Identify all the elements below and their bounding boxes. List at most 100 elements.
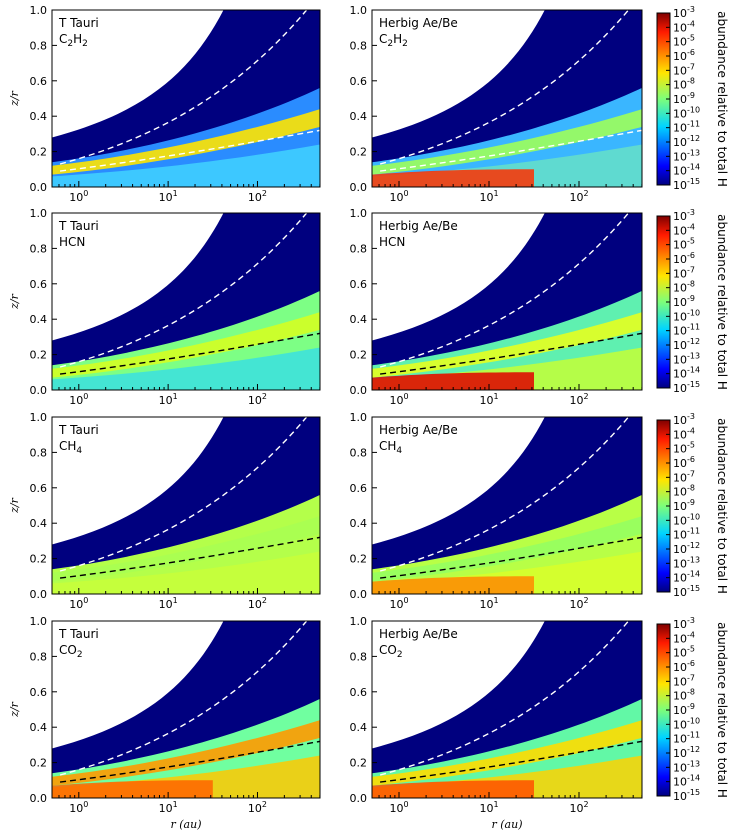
colorbar-tick-label: 10-6 bbox=[673, 48, 695, 63]
y-tick-label: 0.4 bbox=[30, 721, 48, 734]
colorbar-title: abundance relative to total H bbox=[715, 418, 729, 594]
colorbar-title: abundance relative to total H bbox=[715, 11, 729, 187]
y-tick-label: 0.6 bbox=[350, 686, 368, 699]
colorbar-tick-label: 10-3 bbox=[673, 616, 695, 631]
upper-contour bbox=[59, 213, 308, 368]
colorbar-tick-label: 10-4 bbox=[673, 222, 695, 237]
colorbar-tick-label: 10-7 bbox=[673, 673, 695, 688]
lower-contour bbox=[380, 129, 642, 172]
colorbar-tick-label: 10-14 bbox=[673, 774, 700, 789]
panel-row1-left: 0.0 0.2 0.4 0.6 0.8 1.0 100 101 102 T Tauri C2H2 z/… bbox=[8, 4, 321, 204]
colorbar-1: 10-310-410-510-610-710-810-910-1010-1110… bbox=[656, 5, 729, 192]
y-tick-label: 0.4 bbox=[350, 517, 368, 530]
x-tick-label: 101 bbox=[159, 392, 178, 407]
warm-inner-region bbox=[372, 780, 534, 798]
x-tick-label: 101 bbox=[159, 596, 178, 611]
colorbar-tick-label: 10-8 bbox=[673, 484, 695, 499]
x-tick-label: 100 bbox=[389, 596, 408, 611]
colorbar-tick-label: 10-15 bbox=[673, 584, 700, 599]
y-tick-label: 0.8 bbox=[350, 446, 368, 459]
x-tick-label: 100 bbox=[389, 189, 408, 204]
x-tick-label: 101 bbox=[479, 596, 498, 611]
colorbar-title: abundance relative to total H bbox=[715, 214, 729, 390]
colorbar-tick-label: 10-3 bbox=[673, 208, 695, 223]
panel-species-label: C2H2 bbox=[379, 32, 408, 49]
colorbar-tick-label: 10-7 bbox=[673, 469, 695, 484]
axes-frame bbox=[371, 620, 643, 799]
molecular-layer bbox=[52, 516, 320, 582]
colorbar-tick-label: 10-10 bbox=[673, 716, 700, 731]
y-tick-label: 0.0 bbox=[350, 384, 368, 397]
y-tick-label: 0.8 bbox=[350, 242, 368, 255]
panel-source-label: Herbig Ae/Be bbox=[379, 219, 458, 233]
molecular-layer bbox=[52, 109, 320, 175]
x-tick-label: 102 bbox=[248, 189, 267, 204]
colorbar-title: abundance relative to total H bbox=[715, 622, 729, 798]
y-tick-label: 0.2 bbox=[30, 349, 48, 362]
y-tick-label: 0.6 bbox=[350, 482, 368, 495]
colorbar-tick-label: 10-10 bbox=[673, 308, 700, 323]
colorbar-tick-label: 10-13 bbox=[673, 555, 700, 570]
panel-row2-right: 0.0 0.2 0.4 0.6 0.8 1.0 100 101 102 Herbig Ae/Be H… bbox=[350, 207, 643, 407]
colorbar-tick-label: 10-14 bbox=[673, 366, 700, 381]
midplane bbox=[52, 347, 320, 390]
y-tick-label: 1.0 bbox=[30, 4, 48, 17]
colorbar-tick-label: 10-12 bbox=[673, 337, 700, 352]
panel-row4-left: 0.0 0.2 0.4 0.6 0.8 1.0 100 101 102 T Tauri CO2 z/r… bbox=[8, 615, 321, 831]
x-tick-label: 102 bbox=[569, 800, 588, 815]
y-tick-label: 0.6 bbox=[30, 75, 48, 88]
lower-contour bbox=[59, 740, 320, 783]
y-tick-label: 0.8 bbox=[30, 446, 48, 459]
panel-species-label: CO2 bbox=[59, 643, 83, 660]
x-tick-label: 100 bbox=[69, 596, 88, 611]
colorbar-tick-label: 10-14 bbox=[673, 163, 700, 178]
y-tick-label: 0.8 bbox=[30, 242, 48, 255]
lower-contour bbox=[380, 740, 642, 783]
colorbar-tick-label: 10-6 bbox=[673, 659, 695, 674]
colorbar-tick-label: 10-9 bbox=[673, 702, 695, 717]
molecular-layer bbox=[52, 312, 320, 378]
warm-inner-region bbox=[372, 372, 534, 390]
colorbar-tick-label: 10-5 bbox=[673, 441, 695, 456]
y-tick-label: 0.0 bbox=[30, 181, 48, 194]
y-tick-label: 0.4 bbox=[350, 110, 368, 123]
axes-frame bbox=[51, 9, 321, 188]
colorbar-tick-label: 10-5 bbox=[673, 34, 695, 49]
y-tick-label: 0.8 bbox=[350, 39, 368, 52]
colorbar-4: 10-310-410-510-610-710-810-910-1010-1110… bbox=[656, 616, 729, 803]
y-axis-title: z/r bbox=[8, 90, 21, 107]
colorbar-tick-label: 10-11 bbox=[673, 731, 700, 746]
colorbar-tick-label: 10-15 bbox=[673, 380, 700, 395]
x-tick-label: 101 bbox=[479, 800, 498, 815]
colorbar-tick-label: 10-6 bbox=[673, 455, 695, 470]
y-tick-label: 0.2 bbox=[350, 349, 368, 362]
colorbar-tick-label: 10-8 bbox=[673, 280, 695, 295]
y-tick-label: 1.0 bbox=[30, 411, 48, 424]
warm-inner-region bbox=[52, 780, 213, 798]
colorbar-tick-label: 10-15 bbox=[673, 177, 700, 192]
panel-source-label: T Tauri bbox=[58, 16, 99, 30]
x-tick-label: 102 bbox=[248, 800, 267, 815]
y-axis-title: z/r bbox=[8, 293, 21, 310]
y-tick-label: 1.0 bbox=[350, 207, 368, 220]
colorbar-tick-label: 10-10 bbox=[673, 512, 700, 527]
y-tick-label: 0.6 bbox=[350, 75, 368, 88]
y-tick-label: 1.0 bbox=[350, 4, 368, 17]
lower-contour bbox=[59, 536, 320, 579]
x-tick-label: 101 bbox=[479, 189, 498, 204]
y-tick-label: 0.4 bbox=[30, 313, 48, 326]
colorbar-tick-label: 10-7 bbox=[673, 265, 695, 280]
y-tick-label: 1.0 bbox=[30, 615, 48, 628]
y-tick-label: 0.4 bbox=[350, 313, 368, 326]
y-tick-label: 0.6 bbox=[350, 278, 368, 291]
panel-row3-right: 0.0 0.2 0.4 0.6 0.8 1.0 100 101 102 Herbig Ae/Be C… bbox=[350, 411, 643, 611]
axes-frame bbox=[371, 212, 643, 391]
x-tick-label: 100 bbox=[69, 392, 88, 407]
midplane bbox=[52, 144, 320, 187]
colorbar-tick-label: 10-12 bbox=[673, 134, 700, 149]
colorbar-tick-label: 10-4 bbox=[673, 630, 695, 645]
colorbar-tick-label: 10-11 bbox=[673, 323, 700, 338]
molecular-layer bbox=[372, 312, 642, 378]
x-tick-label: 101 bbox=[159, 800, 178, 815]
y-tick-label: 0.4 bbox=[350, 721, 368, 734]
